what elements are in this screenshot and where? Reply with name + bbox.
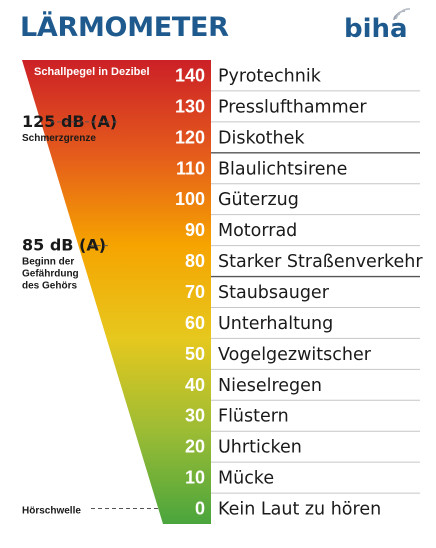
decibel-value: 70 — [185, 282, 205, 302]
noise-source-label: Motorrad — [218, 221, 297, 241]
level-row: 80 Starker Straßenverkehr — [185, 251, 423, 278]
threshold-marker: Hörschwelle — [22, 506, 159, 517]
marker-description: Schmerzgrenze — [22, 133, 96, 144]
noise-source-label: Kein Laut zu hören — [218, 500, 381, 520]
marker-description: Gefährdung — [22, 269, 79, 280]
decibel-value: 140 — [175, 65, 205, 85]
noise-source-label: Güterzug — [218, 190, 299, 210]
marker-value: 125 dB (A) — [22, 112, 117, 131]
noise-source-label: Starker Straßenverkehr — [218, 252, 423, 272]
noise-source-label: Presslufthammer — [218, 97, 367, 117]
decibel-value: 10 — [185, 468, 205, 488]
level-row: 60 Unterhaltung — [185, 313, 420, 339]
noise-source-label: Nieselregen — [218, 376, 322, 396]
noise-source-label: Flüstern — [218, 407, 289, 427]
marker-value: Hörschwelle — [22, 506, 81, 517]
level-row: 50 Vogelgezwitscher — [185, 344, 420, 370]
noise-source-label: Vogelgezwitscher — [218, 345, 372, 365]
decibel-gradient-wedge — [22, 60, 211, 524]
marker-value: 85 dB (A) — [22, 236, 106, 255]
page-title: LÄRMOMETER — [20, 12, 229, 43]
decibel-value: 40 — [185, 375, 205, 395]
decibel-value: 100 — [175, 189, 205, 209]
level-row: 100 Güterzug — [175, 189, 420, 216]
noise-source-label: Mücke — [218, 469, 274, 489]
level-row: 20 Uhrticken — [185, 437, 420, 463]
decibel-value: 110 — [176, 158, 205, 178]
noise-source-label: Pyrotechnik — [218, 66, 322, 86]
level-row: 30 Flüstern — [185, 406, 420, 432]
level-row: 110 Blaulichtsirene — [176, 158, 420, 185]
level-row: 120 Diskothek — [175, 127, 420, 154]
decibel-value: 50 — [185, 344, 205, 364]
marker-description: des Gehörs — [22, 281, 77, 292]
noise-source-label: Blaulichtsirene — [218, 159, 347, 179]
level-row: 40 Nieselregen — [185, 375, 420, 401]
decibel-value: 80 — [185, 251, 205, 271]
level-row: 130 Presslufthammer — [175, 96, 420, 123]
noise-source-label: Diskothek — [218, 128, 305, 148]
decibel-value: 30 — [185, 406, 205, 426]
level-row: 140 Pyrotechnik — [175, 65, 420, 92]
decibel-value: 120 — [175, 127, 205, 147]
threshold-marker: 125 dB (A) Schmerzgrenze — [22, 112, 117, 144]
decibel-value: 0 — [195, 499, 205, 519]
decibel-value: 20 — [185, 437, 205, 457]
noise-source-label: Unterhaltung — [218, 314, 333, 334]
noise-source-label: Uhrticken — [218, 438, 302, 458]
noise-source-label: Staubsauger — [218, 283, 330, 303]
decibel-value: 90 — [185, 220, 205, 240]
level-row: 90 Motorrad — [185, 220, 420, 247]
decibel-value: 60 — [185, 313, 205, 333]
level-row: 70 Staubsauger — [185, 282, 420, 308]
brand-logo: biha — [344, 14, 408, 44]
level-row: 0 Kein Laut zu hören — [195, 499, 381, 520]
scale-caption: Schallpegel in Dezibel — [34, 66, 150, 78]
marker-description: Beginn der — [22, 257, 74, 268]
sound-waves-icon — [393, 8, 411, 21]
level-row: 10 Mücke — [185, 468, 420, 494]
decibel-value: 130 — [175, 96, 205, 116]
